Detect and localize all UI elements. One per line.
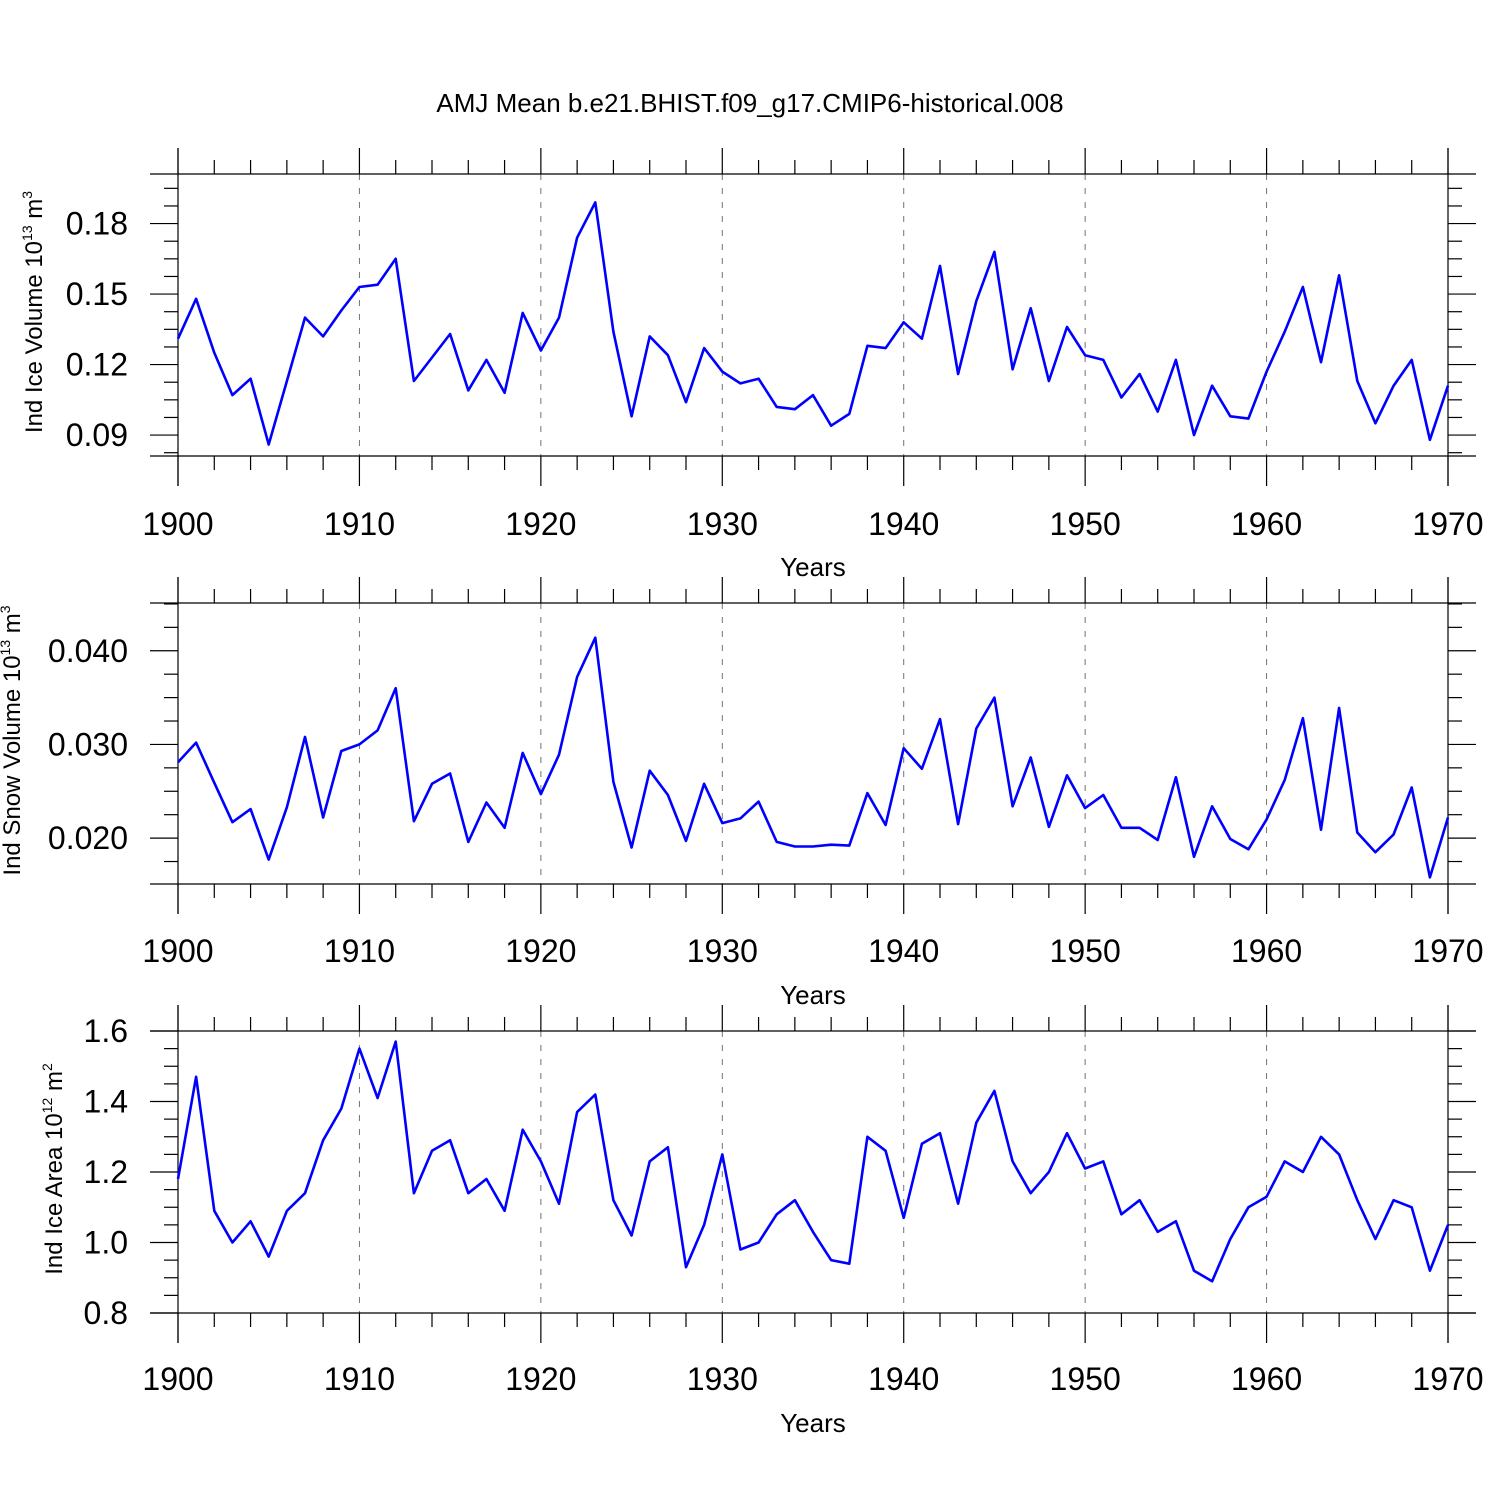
- y-axis-label-unit-exponent: 3: [0, 605, 13, 613]
- x-tick-label: 1940: [868, 1361, 939, 1397]
- series-line-snow-volume: [177, 636, 1450, 879]
- x-tick-label: 1940: [868, 506, 939, 542]
- x-tick-label: 1950: [1050, 506, 1121, 542]
- y-axis-label-exponent: 12: [39, 1098, 55, 1114]
- panel-ice-area: 0.8 1.0 1.2 1.4 1.6 1900 1910 1920 1930 1940 1950 1…: [39, 1005, 1484, 1438]
- y-tick-label: 0.030: [48, 726, 128, 762]
- y-tick-label: 1.0: [84, 1225, 128, 1261]
- x-axis-label: Years: [780, 1408, 846, 1438]
- y-tick-label: 1.2: [84, 1154, 128, 1190]
- y-axis-label-unit-exponent: 3: [19, 191, 35, 199]
- y-axis-label: Ind Snow Volume 1013 m3: [0, 605, 26, 875]
- x-tick-label: 1900: [142, 506, 213, 542]
- x-tick-label: 1920: [505, 1361, 576, 1397]
- x-tick-label: 1970: [1412, 933, 1483, 969]
- y-axis-label: Ind Ice Volume 1013 m3: [19, 191, 48, 433]
- y-axis-label-unit-exponent: 2: [39, 1063, 55, 1071]
- y-tick-label: 0.15: [66, 276, 128, 312]
- x-tick-label: 1930: [687, 506, 758, 542]
- x-tick-label: 1940: [868, 933, 939, 969]
- x-tick-label: 1910: [324, 933, 395, 969]
- y-axis-label: Ind Ice Area 1012 m2: [39, 1063, 68, 1275]
- y-axis-label-unit: m: [0, 613, 26, 640]
- y-tick-label: 0.18: [66, 206, 128, 242]
- chart-title: AMJ Mean b.e21.BHIST.f09_g17.CMIP6-histo…: [436, 88, 1063, 118]
- x-tick-label: 1900: [142, 1361, 213, 1397]
- y-axis-label-exponent: 13: [0, 640, 13, 656]
- y-axis-label-unit: m: [21, 199, 48, 226]
- y-axis-label-main: Ind Snow Volume 10: [0, 655, 26, 875]
- y-axis-label-main: Ind Ice Volume 10: [21, 241, 48, 433]
- x-tick-label: 1930: [687, 1361, 758, 1397]
- y-tick-label: 0.09: [66, 417, 128, 453]
- x-tick-label: 1920: [505, 506, 576, 542]
- x-tick-label: 1910: [324, 1361, 395, 1397]
- y-axis-label-unit: m: [41, 1071, 68, 1098]
- x-tick-label: 1970: [1412, 506, 1483, 542]
- x-tick-label: 1960: [1231, 1361, 1302, 1397]
- x-tick-label: 1960: [1231, 933, 1302, 969]
- panel-snow-volume: 0.020 0.030 0.040 1900 1910 1920 1930 1940 1950 1…: [0, 577, 1484, 1010]
- y-tick-label: 0.12: [66, 347, 128, 383]
- y-tick-label: 1.4: [84, 1084, 128, 1120]
- y-tick-label: 0.8: [84, 1295, 128, 1331]
- x-axis-label: Years: [780, 552, 846, 582]
- series-line-ice-area: [176, 1040, 1450, 1283]
- x-tick-label: 1960: [1231, 506, 1302, 542]
- x-tick-label: 1970: [1412, 1361, 1483, 1397]
- x-tick-label: 1950: [1050, 933, 1121, 969]
- x-tick-label: 1910: [324, 506, 395, 542]
- x-tick-label: 1900: [142, 933, 213, 969]
- x-tick-label: 1930: [687, 933, 758, 969]
- x-axis-label: Years: [780, 980, 846, 1010]
- y-axis-label-exponent: 13: [19, 225, 35, 241]
- panel-ice-volume: 0.09 0.12 0.15 0.18 1900 1910 1920 1930 1940 1950…: [19, 148, 1484, 582]
- y-axis-label-main: Ind Ice Area 10: [41, 1113, 68, 1274]
- y-tick-label: 0.020: [48, 820, 128, 856]
- series-line-ice-volume: [176, 201, 1450, 446]
- y-tick-label: 0.040: [48, 633, 128, 669]
- y-tick-label: 1.6: [84, 1013, 128, 1049]
- x-tick-label: 1950: [1050, 1361, 1121, 1397]
- x-tick-label: 1920: [505, 933, 576, 969]
